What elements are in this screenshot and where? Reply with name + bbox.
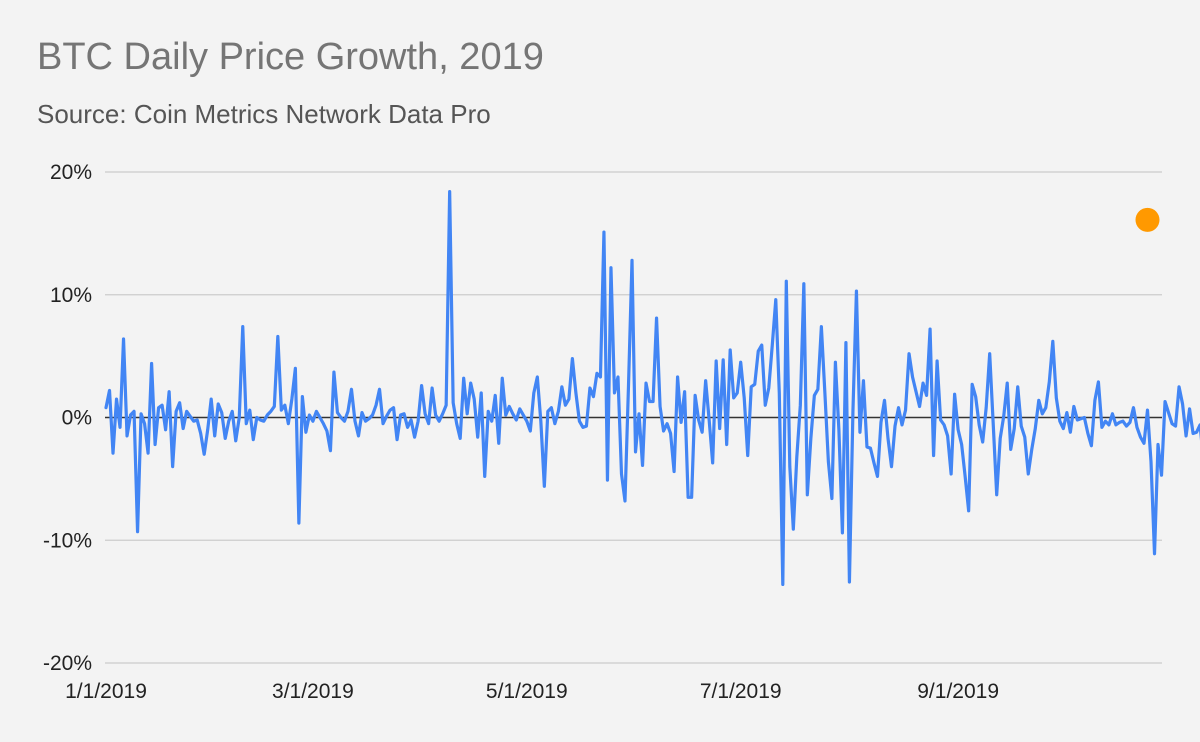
y-tick-label: 20% xyxy=(50,161,92,184)
y-tick-label: -20% xyxy=(43,652,92,675)
y-axis-tick-labels: 20% 10% 0% -10% -20% xyxy=(43,161,92,675)
y-tick-label: 0% xyxy=(62,407,92,430)
chart-subtitle: Source: Coin Metrics Network Data Pro xyxy=(37,99,491,129)
x-tick-label: 3/1/2019 xyxy=(272,680,354,703)
x-tick-label: 5/1/2019 xyxy=(486,680,568,703)
highlight-layer xyxy=(1135,207,1160,232)
series-layer xyxy=(104,190,1200,587)
highlight-point xyxy=(1135,207,1160,232)
x-tick-label: 7/1/2019 xyxy=(700,680,782,703)
y-tick-label: -10% xyxy=(43,529,92,552)
y-tick-label: 10% xyxy=(50,284,92,307)
chart-title: BTC Daily Price Growth, 2019 xyxy=(37,36,544,78)
x-tick-label: 1/1/2019 xyxy=(65,680,147,703)
x-tick-label: 9/1/2019 xyxy=(917,680,999,703)
series-line xyxy=(104,190,1200,587)
x-axis-tick-labels: 1/1/2019 3/1/2019 5/1/2019 7/1/2019 9/1/2019 xyxy=(65,680,999,703)
